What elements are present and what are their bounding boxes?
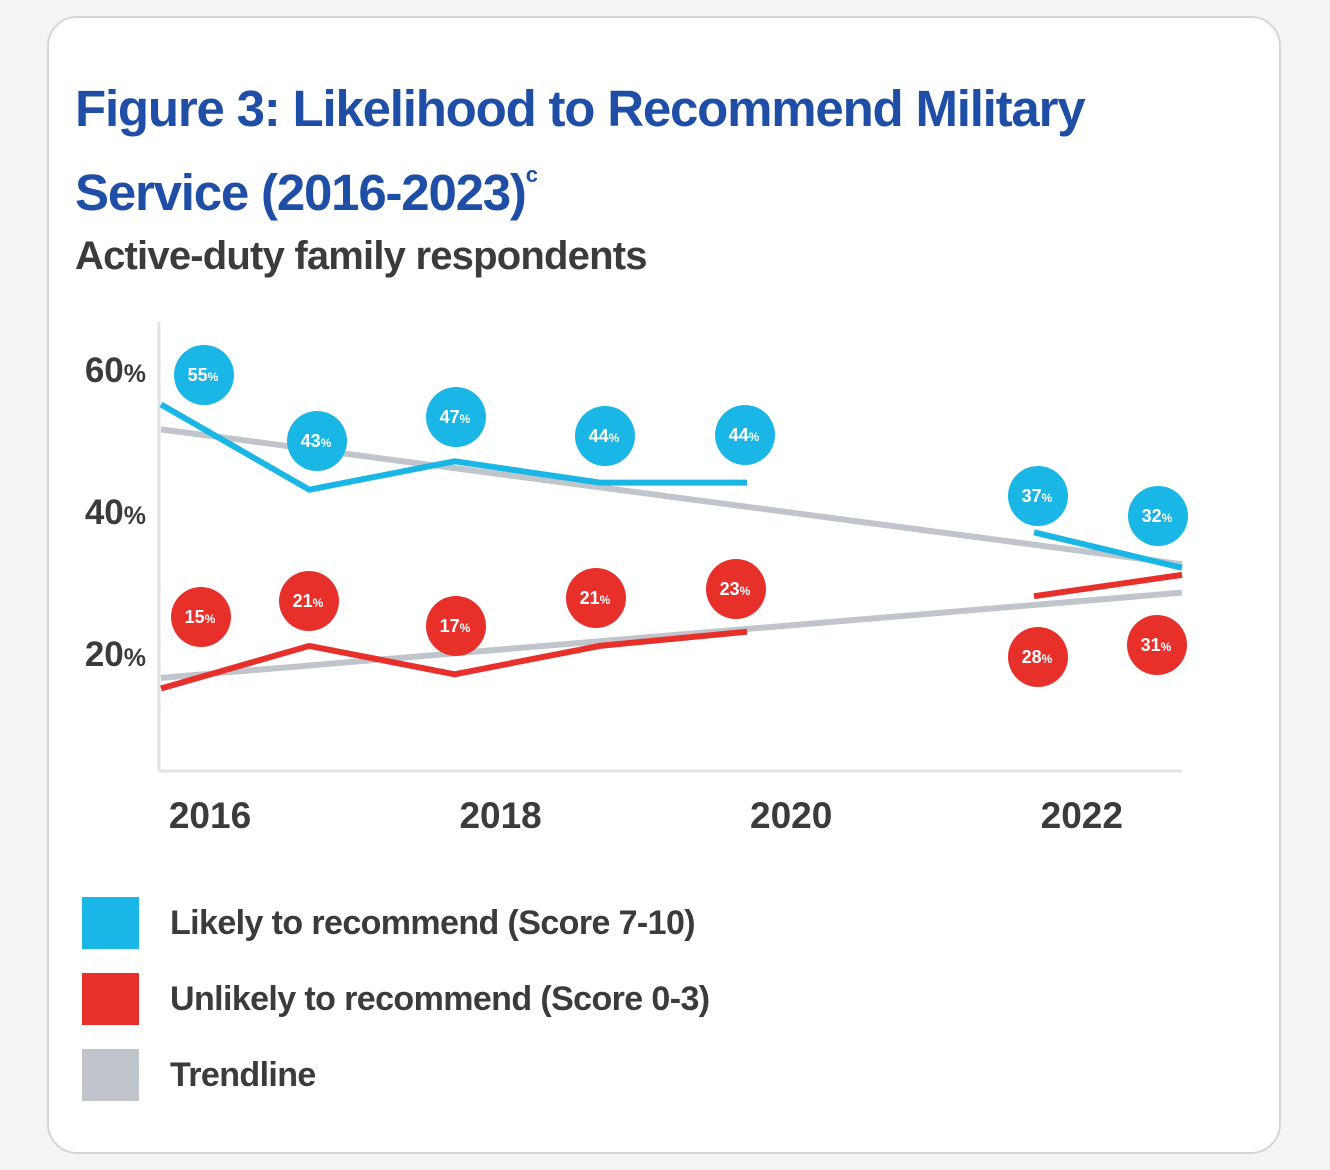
data-label: 21% (293, 591, 324, 611)
data-label: 47% (440, 407, 471, 427)
data-label: 37% (1022, 486, 1053, 506)
data-label: 55% (188, 365, 219, 385)
data-label-bubble (426, 596, 486, 656)
y-tick-label: 40% (85, 493, 146, 532)
data-label: 43% (301, 431, 332, 451)
data-label: 32% (1142, 506, 1173, 526)
data-label-bubble (566, 568, 626, 628)
data-label-bubble (575, 406, 635, 466)
title-footnote-marker: c (525, 162, 538, 187)
data-label-bubble (1008, 627, 1068, 687)
x-tick-label: 2016 (169, 795, 251, 836)
data-label-bubble (171, 587, 231, 647)
y-tick-label: 20% (85, 635, 146, 674)
x-tick-label: 2022 (1041, 795, 1123, 836)
series-line (1033, 571, 1183, 600)
y-tick-label: 60% (85, 351, 146, 390)
x-tick-label: 2020 (750, 795, 832, 836)
data-label-bubble (174, 345, 234, 405)
x-tick-label: 2018 (459, 795, 541, 836)
series-line (160, 628, 748, 692)
data-label-bubble (1127, 615, 1187, 675)
data-label-bubble (1008, 466, 1068, 526)
trendline (160, 589, 1183, 681)
data-label-bubble (287, 411, 347, 471)
figure-subtitle: Active-duty family respondents (75, 234, 647, 278)
data-label: 44% (729, 425, 760, 445)
data-label-bubble (706, 559, 766, 619)
figure-title: Figure 3: Likelihood to Recommend Milita… (75, 80, 1086, 221)
data-label: 23% (720, 579, 751, 599)
data-label-bubble (426, 387, 486, 447)
data-label-bubble (715, 405, 775, 465)
data-label: 15% (185, 607, 216, 627)
data-label: 21% (580, 588, 611, 608)
series-line (1033, 529, 1183, 571)
figure-card: Figure 3: Likelihood to Recommend Milita… (47, 16, 1281, 1154)
series-line (159, 401, 747, 493)
data-label-bubble (1128, 486, 1188, 546)
data-label: 31% (1141, 635, 1172, 655)
data-label: 17% (440, 616, 471, 636)
data-label: 28% (1022, 647, 1053, 667)
data-label: 44% (589, 426, 620, 446)
data-label-bubble (279, 571, 339, 631)
